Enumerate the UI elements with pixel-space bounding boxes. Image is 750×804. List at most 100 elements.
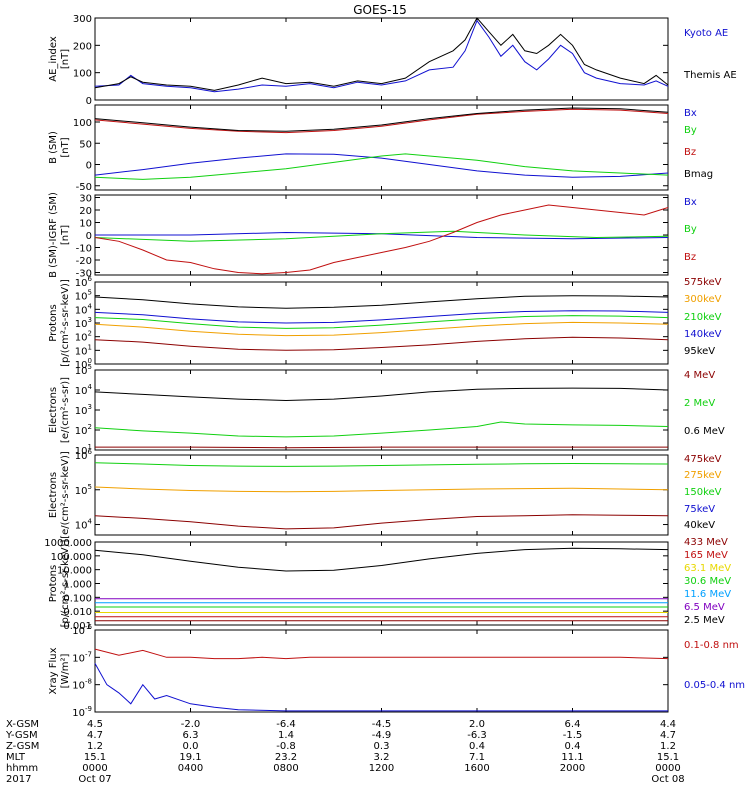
axis-info-value: 11.1 [561, 752, 583, 763]
series-label: 0.6 MeV [684, 426, 725, 437]
axis-info-value: 4.7 [660, 730, 676, 741]
y-tick-label: 20 [79, 206, 92, 217]
y-axis-label: Electrons [48, 472, 59, 518]
axis-info-value: 1600 [464, 763, 489, 774]
axis-info-value: 0000 [655, 763, 680, 774]
axis-info-row-label: Z-GSM [6, 741, 39, 752]
y-tick-label: 105 [75, 483, 92, 497]
series-line [94, 315, 669, 329]
series-label: 75keV [684, 504, 715, 515]
y-tick-label: 10-7 [72, 650, 92, 664]
axis-info-value: 0400 [178, 763, 203, 774]
y-axis-label: Electrons [48, 387, 59, 433]
y-tick-label: 200 [73, 41, 92, 52]
series-label: 300keV [684, 294, 722, 305]
y-tick-label: 105 [75, 289, 92, 303]
y-axis-unit: [nT] [60, 137, 71, 157]
series-line [95, 446, 668, 449]
axis-info-row-label: MLT [6, 752, 26, 763]
axis-info-row-label: Y-GSM [5, 730, 38, 741]
axis-info-value: 2000 [560, 763, 585, 774]
y-tick-label: 0.010 [63, 607, 92, 618]
series-line [94, 321, 669, 337]
y-axis-unit: [p/(cm²-s-sr-keV)] [60, 540, 71, 628]
axis-info-row-label: 2017 [6, 774, 31, 785]
y-tick-label: 106 [75, 448, 93, 462]
y-tick-label: 30 [79, 194, 92, 205]
axis-info-value: Oct 08 [651, 774, 684, 785]
axis-info-value: 1.2 [87, 741, 103, 752]
panel-frame [94, 369, 669, 451]
axis-info-value: 7.1 [469, 752, 485, 763]
y-tick-label: 100 [73, 118, 92, 129]
series-line [94, 295, 669, 309]
y-tick-label: 101 [75, 343, 92, 357]
series-label: 4 MeV [684, 370, 715, 381]
axis-info-value: 0.0 [183, 741, 199, 752]
series-label: Kyoto AE [684, 28, 728, 39]
axis-info-value: 0000 [82, 763, 107, 774]
y-axis-label: Protons [48, 304, 59, 341]
y-tick-label: 104 [75, 518, 93, 532]
series-line [94, 547, 669, 572]
y-axis-unit: [nT] [60, 225, 71, 245]
series-label: 475keV [684, 454, 722, 465]
series-line [94, 387, 669, 402]
axis-info-value: 4.7 [87, 730, 103, 741]
page-title: GOES-15 [353, 3, 407, 17]
y-tick-label: 0 [86, 231, 92, 242]
series-line [94, 230, 669, 242]
series-label: Bx [684, 108, 697, 119]
y-tick-label: 10-9 [72, 705, 92, 719]
y-tick-label: 103 [75, 403, 92, 417]
series-line [94, 421, 669, 438]
axis-info-value: -0.8 [276, 741, 296, 752]
axis-info-value: 6.3 [183, 730, 199, 741]
axis-info-value: Oct 07 [78, 774, 111, 785]
y-tick-label: 10.000 [57, 566, 92, 577]
y-axis-label: AE_index [48, 36, 59, 82]
series-label: Bz [684, 147, 696, 158]
y-tick-label: 10-6 [72, 623, 92, 637]
series-label: 30.6 MeV [684, 576, 731, 587]
y-tick-label: 50 [79, 139, 92, 150]
axis-info-value: 19.1 [179, 752, 201, 763]
series-label: By [684, 125, 697, 136]
axis-info-value: 1200 [369, 763, 394, 774]
y-tick-label: -50 [76, 182, 92, 193]
series-line [94, 486, 669, 493]
y-tick-label: 10-8 [72, 678, 92, 692]
series-line [94, 663, 668, 712]
series-label: Bx [684, 197, 697, 208]
series-label: 275keV [684, 470, 722, 481]
axis-info-value: -6.4 [276, 719, 296, 730]
series-label: 210keV [684, 312, 722, 323]
y-axis-label: B (SM) [48, 131, 59, 164]
y-tick-label: 100.000 [51, 552, 92, 563]
series-line [94, 153, 669, 180]
panel-frame [94, 17, 669, 101]
series-label: Bz [684, 252, 696, 263]
axis-info-value: 23.2 [275, 752, 297, 763]
y-tick-label: 300 [73, 14, 92, 25]
axis-info-value: 2.0 [469, 719, 485, 730]
series-label: 165 MeV [684, 550, 728, 561]
series-label: 2 MeV [684, 398, 715, 409]
axis-info-row-label: hhmm [6, 763, 38, 774]
series-label: 2.5 MeV [684, 615, 725, 626]
y-tick-label: -10 [76, 244, 92, 255]
axis-info-row-label: X-GSM [6, 719, 39, 730]
y-tick-label: 0.001 [63, 621, 92, 632]
series-label: 6.5 MeV [684, 602, 725, 613]
y-tick-label: 105 [75, 363, 92, 377]
y-axis-label: Protons [48, 565, 59, 602]
series-line [94, 462, 669, 467]
axis-info-value: 0.4 [565, 741, 581, 752]
y-tick-label: 1000.000 [44, 538, 92, 549]
axis-info-value: 15.1 [657, 752, 679, 763]
series-line [94, 648, 669, 660]
series-line [94, 108, 669, 134]
series-label: 140keV [684, 329, 722, 340]
